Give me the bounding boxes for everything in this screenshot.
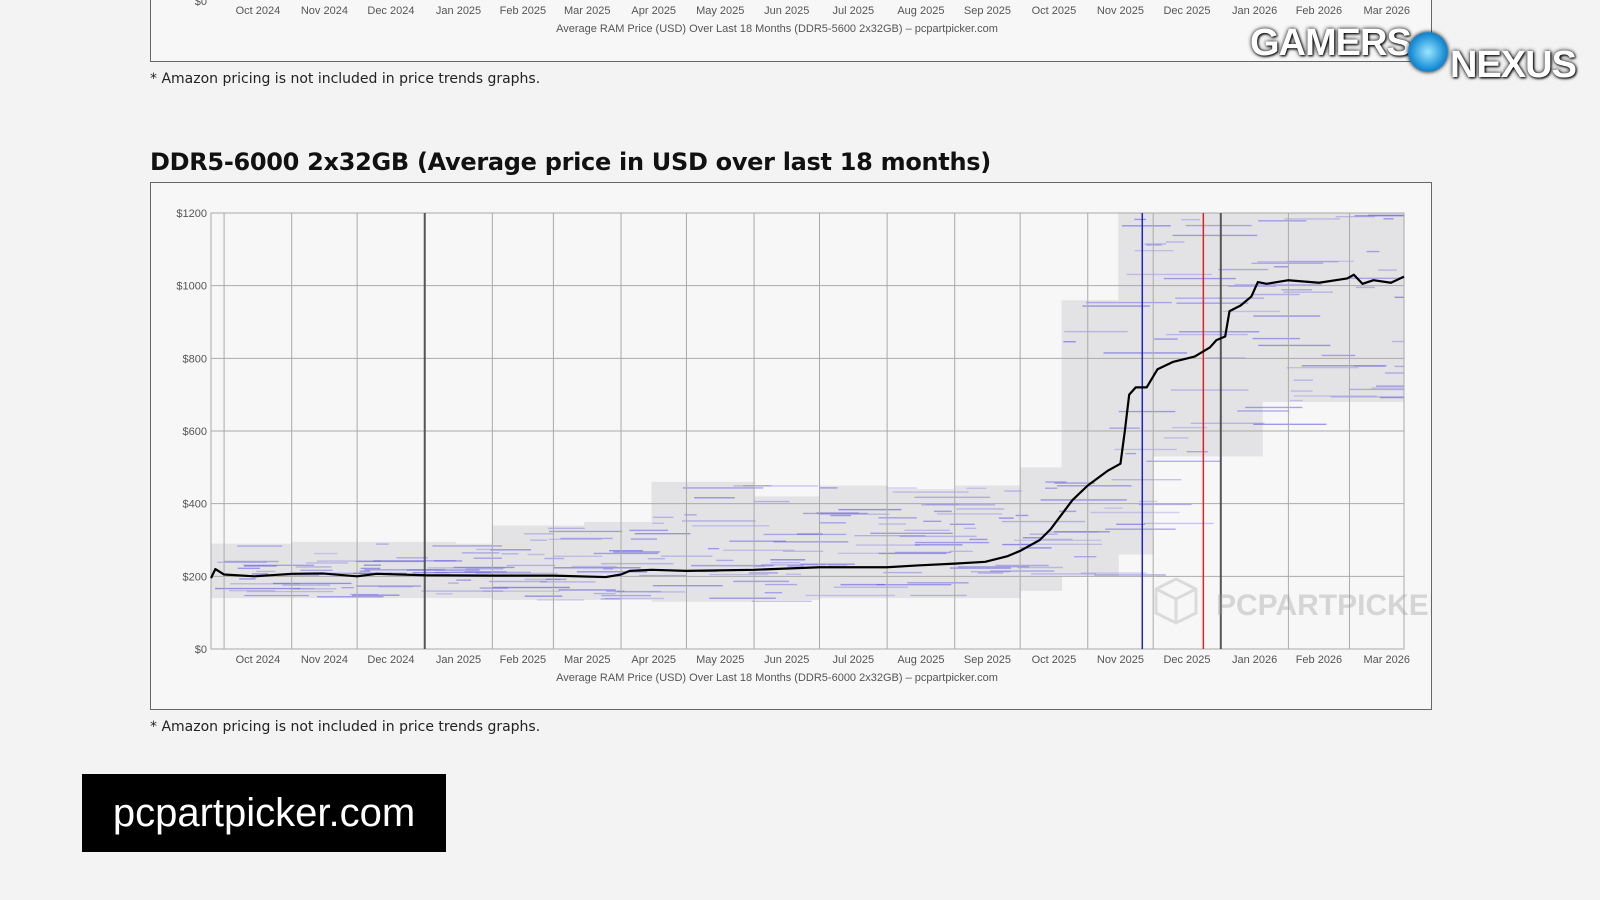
logo-text-right: NEXUS — [1450, 44, 1577, 86]
logo-globe-icon — [1408, 32, 1448, 72]
price-range-band — [754, 496, 820, 600]
x-tick-label: Jul 2025 — [833, 654, 875, 666]
x-tick-label: Dec 2025 — [1163, 654, 1210, 666]
average-price-line — [210, 273, 1405, 579]
prev-x-tick-label: Mar 2025 — [564, 5, 610, 17]
prev-x-tick-label: Sep 2025 — [964, 5, 1011, 17]
x-tick-label: Nov 2025 — [1097, 654, 1144, 666]
prev-x-tick-label: Jul 2025 — [833, 5, 875, 17]
x-tick-label: Jun 2025 — [764, 654, 809, 666]
prev-x-tick-label: Dec 2024 — [367, 5, 414, 17]
price-range-band — [1251, 213, 1263, 457]
x-tick-label: Sep 2025 — [964, 654, 1011, 666]
price-range-band — [1262, 213, 1405, 402]
pcpartpicker-watermark: PCPARTPICKER — [1154, 577, 1451, 625]
x-tick-label: May 2025 — [696, 654, 744, 666]
prev-x-tick-label: Oct 2025 — [1032, 5, 1077, 17]
prev-y-tick-label: $0 — [195, 0, 207, 8]
price-range-band — [211, 543, 293, 599]
source-banner: pcpartpicker.com — [82, 774, 446, 852]
x-tick-label: Apr 2025 — [631, 654, 676, 666]
x-tick-label: Mar 2026 — [1363, 654, 1409, 666]
prev-x-tick-label: Nov 2025 — [1097, 5, 1144, 17]
prev-chart-caption: Average RAM Price (USD) Over Last 18 Mon… — [556, 23, 998, 35]
price-range-band — [583, 521, 653, 600]
x-axis-caption: Average RAM Price (USD) Over Last 18 Mon… — [556, 672, 998, 684]
price-range-band — [455, 543, 493, 599]
y-tick-label: $600 — [183, 426, 207, 438]
previous-chart-svg: $0 Average RAM Price (USD) Over Last 18 … — [195, 0, 1410, 35]
x-tick-label: Dec 2024 — [367, 654, 414, 666]
y-tick-label: $800 — [183, 353, 207, 365]
prev-x-tick-label: Jan 2026 — [1232, 5, 1277, 17]
prev-x-tick-label: Feb 2026 — [1296, 5, 1342, 17]
x-tick-label: Jan 2025 — [436, 654, 481, 666]
prev-x-tick-label: May 2025 — [696, 5, 744, 17]
price-range-band — [1061, 300, 1119, 577]
prev-x-tick-label: Apr 2025 — [631, 5, 676, 17]
y-tick-label: $400 — [183, 499, 207, 511]
footnote: * Amazon pricing is not included in pric… — [150, 719, 541, 735]
watermark-text: PCPARTPICKER — [1216, 589, 1431, 622]
y-tick-label: $1000 — [176, 281, 207, 293]
prev-footnote: * Amazon pricing is not included in pric… — [150, 71, 541, 87]
prev-x-tick-label: Jan 2025 — [436, 5, 481, 17]
x-tick-label: Feb 2025 — [500, 654, 546, 666]
x-tick-label: Aug 2025 — [897, 654, 944, 666]
price-chart-svg: $0 $200 $400 $600 $800 $1000 $1200 Oct 2024 Nov … — [176, 208, 1451, 684]
prev-x-tick-label: Jun 2025 — [764, 5, 809, 17]
prev-x-tick-label: Mar 2026 — [1363, 5, 1409, 17]
x-tick-label: Nov 2024 — [301, 654, 348, 666]
prev-x-tick-label: Feb 2025 — [500, 5, 546, 17]
prev-x-tick-label: Oct 2024 — [236, 5, 281, 17]
y-tick-label: $200 — [183, 571, 207, 583]
price-range-band — [1020, 467, 1063, 591]
x-tick-label: Oct 2025 — [1032, 654, 1077, 666]
x-tick-label: Jan 2026 — [1232, 654, 1277, 666]
y-tick-label: $1200 — [176, 208, 207, 220]
prev-x-tick-label: Dec 2025 — [1163, 5, 1210, 17]
page-title: DDR5-6000 2x32GB (Average price in USD o… — [150, 148, 991, 176]
price-range-band — [1153, 213, 1252, 457]
previous-chart: $0 Average RAM Price (USD) Over Last 18 … — [150, 0, 1432, 62]
price-range-band — [954, 485, 1021, 599]
prev-x-tick-label: Nov 2024 — [301, 5, 348, 17]
gamers-nexus-logo: GAMERS NEXUS — [1250, 24, 1595, 88]
x-tick-label: Oct 2024 — [236, 654, 281, 666]
box-logo-icon — [1154, 577, 1198, 625]
prev-x-tick-label: Aug 2025 — [897, 5, 944, 17]
x-tick-label: Feb 2026 — [1296, 654, 1342, 666]
price-range-band — [887, 489, 956, 599]
price-chart: $0 $200 $400 $600 $800 $1000 $1200 Oct 2024 Nov … — [150, 182, 1451, 710]
logo-text-left: GAMERS — [1250, 22, 1412, 64]
x-tick-label: Mar 2025 — [564, 654, 610, 666]
y-tick-label: $0 — [195, 644, 207, 656]
